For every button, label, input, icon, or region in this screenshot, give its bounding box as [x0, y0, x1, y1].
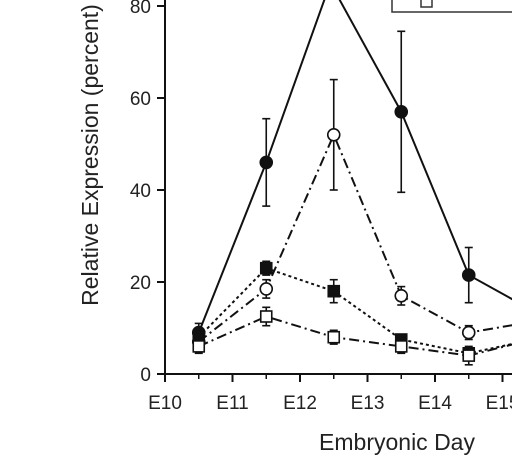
plot-area	[191, 0, 512, 366]
series-2-point	[326, 128, 341, 142]
series-1-point	[394, 105, 409, 119]
legend-open-square-marker	[420, 0, 433, 8]
series-2-point	[259, 282, 274, 296]
series-3-line	[198, 267, 512, 355]
series-3-point	[259, 261, 273, 275]
series-2-point	[461, 325, 476, 340]
series-2-point	[394, 288, 409, 303]
series-1-point	[259, 155, 274, 170]
series-1-point	[461, 268, 476, 282]
x-tick-label: E13	[351, 393, 385, 414]
y-tick-label: 60	[130, 89, 151, 110]
x-tick-label: E11	[216, 393, 248, 414]
series-4-point	[327, 330, 341, 344]
x-tick-label: E12	[283, 393, 317, 414]
legend-box	[391, 0, 512, 13]
series-4-point	[462, 349, 476, 362]
x-tick-label: E10	[148, 393, 182, 414]
series-3-point	[327, 284, 341, 298]
series-4-point	[394, 340, 408, 353]
x-tick-label: E14	[418, 393, 452, 414]
x-axis-label: Embryonic Day	[319, 429, 475, 455]
y-tick-label: 80	[130, 0, 151, 18]
series-4-line	[198, 315, 512, 357]
y-tick-label: 20	[130, 273, 151, 294]
y-tick-label: 40	[130, 181, 151, 202]
y-axis-label: Relative Expression (percent)	[77, 4, 103, 306]
y-tick-label: 0	[140, 365, 151, 386]
series-2-line	[198, 132, 512, 343]
axes: 0 20 40 60 80 E10 E11 E12 E13 E14 E15	[130, 0, 512, 414]
series-1-line	[197, 0, 512, 333]
series-4-point	[192, 340, 206, 353]
x-tick-label: E15	[486, 393, 512, 414]
series-4-point	[259, 310, 273, 323]
